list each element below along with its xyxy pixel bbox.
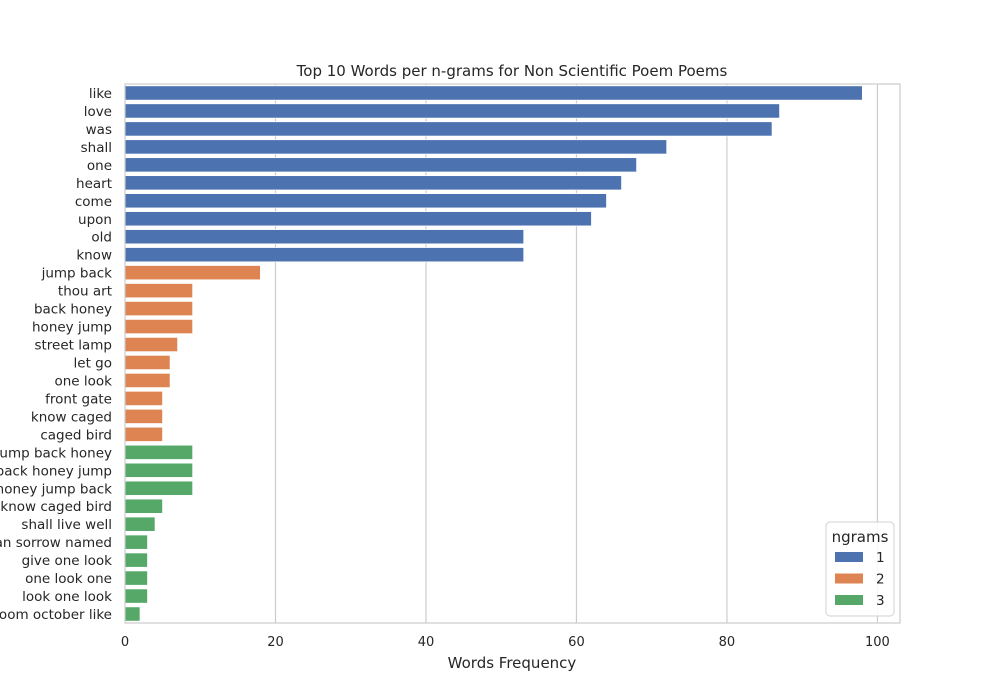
y-tick-label: bloom october like: [0, 607, 112, 623]
y-tick-label: give one look: [22, 553, 113, 569]
x-tick-label: 80: [719, 635, 736, 650]
bar-know: [124, 247, 525, 263]
y-tick-label: jump back: [41, 266, 113, 282]
bar-back-honey: [124, 300, 194, 317]
y-tick-label: love: [84, 104, 112, 120]
chart-title: Top 10 Words per n-grams for Non Scienti…: [296, 62, 728, 80]
legend-label-3: 3: [876, 593, 885, 609]
bar-one-look-one: [124, 570, 148, 586]
legend: ngrams 1 2 3: [825, 521, 895, 617]
y-tick-label: street lamp: [34, 338, 112, 354]
y-tick-label: let go: [74, 355, 112, 371]
y-tick-label: was: [86, 122, 112, 138]
y-tick-label: one: [87, 158, 112, 174]
x-tick-label: 60: [568, 635, 585, 650]
bar-give-one-look: [124, 552, 148, 568]
bars: [124, 85, 863, 622]
bar-was: [124, 121, 773, 137]
bar-old: [124, 229, 525, 245]
y-tick-label: upon: [78, 212, 112, 228]
x-axis-label: Words Frequency: [448, 654, 577, 672]
bar-caged-bird: [124, 426, 164, 442]
y-tick-label: know caged: [31, 409, 112, 425]
bar-honey-jump-back: [124, 480, 194, 496]
bar-let-go: [124, 354, 171, 371]
bar-know-caged-bird: [124, 498, 164, 514]
y-tick-label: back honey jump: [0, 463, 112, 479]
x-tick-label: 20: [267, 635, 284, 650]
bar-heart: [124, 175, 623, 191]
legend-label-1: 1: [876, 550, 885, 566]
bar-one-look: [124, 372, 171, 389]
x-tick-label: 0: [121, 635, 129, 650]
y-tick-label: heart: [76, 176, 112, 192]
y-tick-label: honey jump: [32, 320, 112, 336]
legend-label-2: 2: [876, 572, 885, 588]
x-tick-labels: 0 20 40 60 80 100: [121, 635, 890, 650]
y-tick-label: like: [89, 86, 112, 102]
bar-street-lamp: [124, 336, 179, 353]
bar-shall: [124, 139, 668, 155]
legend-swatch-1: [835, 552, 863, 562]
y-tick-label: know caged bird: [0, 499, 112, 515]
y-tick-label: shall live well: [21, 517, 112, 533]
legend-title: ngrams: [832, 528, 889, 546]
y-tick-label: back honey: [34, 302, 112, 318]
y-tick-label: shall: [81, 140, 112, 156]
legend-swatch-2: [835, 573, 863, 584]
bar-look-one-look: [124, 588, 148, 604]
bar-one: [124, 157, 638, 173]
bar-come: [124, 193, 607, 209]
y-tick-label: front gate: [45, 391, 112, 407]
bar-bloom-october-like: [124, 606, 141, 622]
y-tick-label: thou art: [58, 284, 112, 300]
x-tick-label: 40: [418, 635, 435, 650]
y-tick-label: jump back honey: [0, 445, 112, 461]
y-tick-label: man sorrow named: [0, 535, 112, 551]
bar-shall-live-well: [124, 516, 156, 532]
bar-jump-back: [124, 265, 261, 281]
legend-swatch-3: [835, 595, 863, 605]
bar-man-sorrow-named: [124, 534, 148, 550]
bar-honey-jump: [124, 318, 194, 335]
grid-lines: [274, 84, 879, 623]
y-tick-label: honey jump back: [0, 481, 112, 497]
bar-know-caged: [124, 408, 164, 424]
bar-jump-back-honey: [124, 444, 194, 460]
bar-upon: [124, 211, 592, 227]
x-tick-label: 100: [865, 635, 890, 650]
bar-thou-art: [124, 283, 194, 299]
y-tick-label: one look one: [25, 571, 112, 587]
bar-like: [124, 85, 863, 101]
bar-front-gate: [124, 390, 164, 407]
y-tick-label: caged bird: [40, 427, 112, 443]
y-tick-labels: like love was shall one heart come upon old know j…: [0, 86, 112, 623]
legend-box: [825, 521, 895, 617]
y-tick-label: look one look: [22, 589, 112, 605]
bar-back-honey-jump: [124, 462, 194, 478]
y-tick-label: come: [75, 194, 112, 210]
y-tick-label: know: [76, 248, 112, 264]
y-tick-label: one look: [54, 373, 112, 389]
plot-frame: [124, 83, 901, 624]
bar-love: [124, 103, 781, 119]
y-tick-label: old: [91, 230, 112, 246]
